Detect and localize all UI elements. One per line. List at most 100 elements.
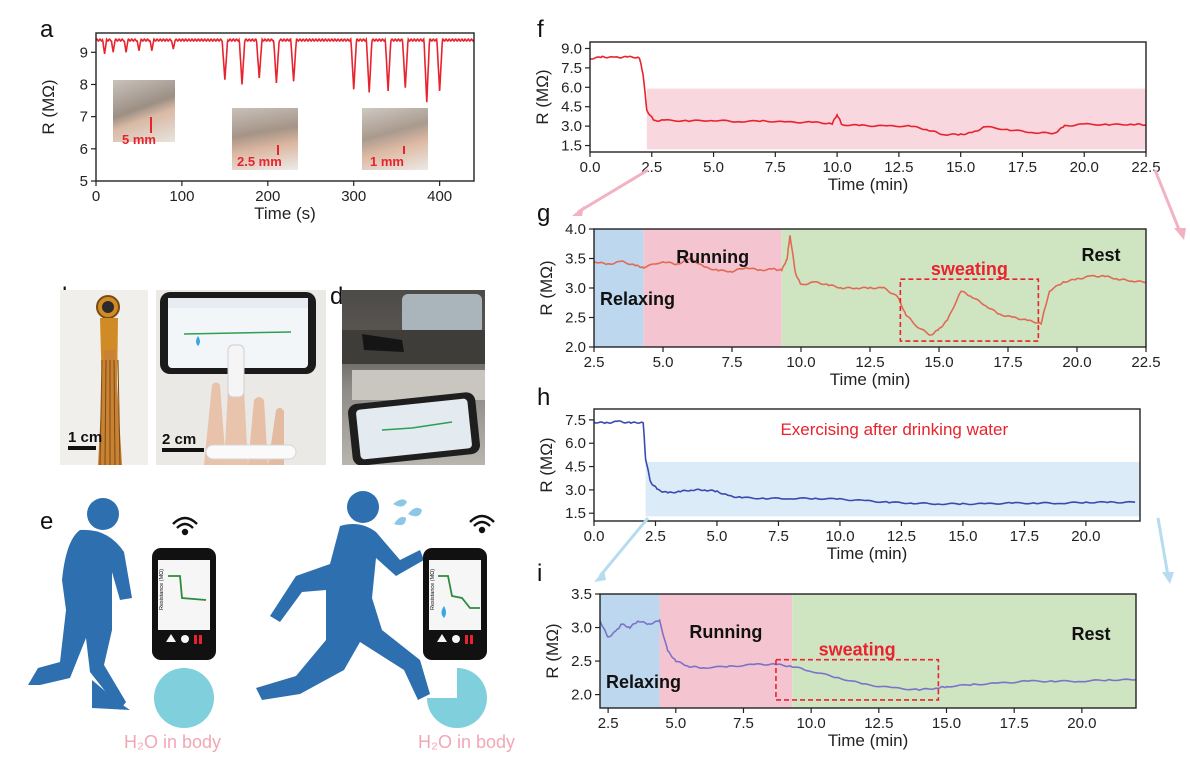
y-tick-label: 5	[80, 173, 88, 190]
y-tick-label: 2.5	[565, 310, 586, 327]
x-tick-label: 100	[169, 188, 194, 205]
panel-letter-i: i	[537, 560, 543, 587]
x-tick-label: 15.0	[924, 354, 953, 371]
phase-region	[659, 594, 793, 708]
y-tick-label: 9.0	[561, 40, 582, 57]
data-series-line	[593, 420, 1136, 506]
panel-letter-a: a	[40, 16, 54, 43]
x-tick-label: 10.0	[823, 159, 852, 176]
runner-icon	[256, 491, 430, 700]
y-tick-label: 2.5	[571, 653, 592, 670]
x-tick-label: 20.0	[1070, 159, 1099, 176]
wifi-icon	[469, 514, 495, 534]
x-tick-label: 22.5	[1131, 354, 1160, 371]
phone-right: Resistance (MΩ)	[423, 548, 487, 660]
flexible-sensor-drawing: 1 cm	[68, 295, 122, 465]
x-tick-label: 200	[255, 188, 280, 205]
x-tick-label: 0	[92, 188, 100, 205]
x-tick-label: 5.0	[707, 528, 728, 545]
y-tick-label: 3.0	[565, 482, 586, 499]
sweating-box	[899, 278, 1040, 342]
region-label-relaxing: Relaxing	[606, 672, 681, 692]
y-tick-label: 4.5	[561, 99, 582, 116]
y-tick-label: 6.0	[565, 435, 586, 452]
water-level-full	[154, 668, 214, 728]
zoom-highlight-region	[646, 88, 1146, 150]
y-tick-label: 7	[80, 109, 88, 126]
y-tick-label: 6	[80, 141, 88, 158]
x-tick-label: 20.0	[1067, 715, 1096, 732]
arrow-icon	[277, 145, 279, 155]
x-tick-label: 17.5	[1008, 159, 1037, 176]
region-label-running: Running	[689, 622, 762, 642]
x-axis-label: Time (min)	[827, 544, 908, 563]
y-axis-label: R (MΩ)	[537, 260, 556, 315]
y-tick-label: 3.0	[571, 620, 592, 637]
x-tick-label: 400	[427, 188, 452, 205]
panel-letter-e: e	[40, 508, 54, 535]
x-tick-label: 10.0	[825, 528, 854, 545]
runner-icon	[28, 498, 132, 710]
chart-a: 0 100 200 300 400 5 6 7 8 9 Time (s) R (MΩ)	[39, 32, 475, 223]
x-tick-label: 10.0	[797, 715, 826, 732]
y-tick-label: 1.5	[561, 138, 582, 155]
x-axis-label: Time (s)	[254, 204, 316, 223]
x-tick-label: 15.0	[932, 715, 961, 732]
chart-g: 2.5 5.0 7.5 10.0 12.5 15.0 17.5 20.0 22.52.02.53…	[537, 221, 1161, 389]
annotation-sweating: sweating	[931, 259, 1008, 279]
y-tick-label: 3.0	[561, 118, 582, 135]
hand-phone-drawing: 2 cm	[160, 292, 316, 465]
x-tick-label: 10.0	[786, 354, 815, 371]
phase-region	[600, 594, 660, 708]
y-tick-label: 1.5	[565, 505, 586, 522]
distance-label-1mm: 1 mm	[370, 154, 404, 169]
plot-frame	[593, 408, 1141, 522]
phone-axis-label: Resistance (MΩ)	[159, 569, 165, 610]
x-axis-label: Time (min)	[830, 370, 911, 389]
h2o-caption-left: H₂O in body	[124, 732, 221, 752]
y-tick-label: 4.5	[565, 459, 586, 476]
water-drop-icon	[393, 499, 422, 526]
x-tick-label: 20.0	[1071, 528, 1100, 545]
h2o-caption-right: H₂O in body	[418, 732, 515, 752]
wifi-icon	[172, 516, 198, 536]
distance-label-2-5mm: 2.5 mm	[237, 154, 282, 169]
x-tick-label: 15.0	[946, 159, 975, 176]
y-tick-label: 8	[80, 76, 88, 93]
scale-bar-label-c: 2 cm	[162, 431, 196, 448]
x-tick-label: 0.0	[584, 528, 605, 545]
y-tick-label: 2.0	[565, 339, 586, 356]
treadmill-phone-photo	[342, 290, 485, 465]
data-series-line	[599, 618, 1137, 692]
y-tick-label: 6.0	[561, 79, 582, 96]
x-tick-label: 2.5	[645, 528, 666, 545]
y-axis-label: R (MΩ)	[39, 79, 58, 134]
data-series-line	[95, 36, 475, 103]
region-label-relaxing: Relaxing	[600, 289, 675, 309]
x-tick-label: 5.0	[665, 715, 686, 732]
chart-f: 0.0 2.5 5.0 7.5 10.0 12.5 15.0 17.5 20.0 22.51.53…	[533, 40, 1161, 194]
x-tick-label: 12.5	[855, 354, 884, 371]
zoom-highlight-region	[645, 461, 1140, 517]
x-tick-label: 300	[341, 188, 366, 205]
x-axis-label: Time (min)	[828, 175, 909, 194]
annotation-rest: Rest	[1071, 624, 1110, 644]
distance-label-5mm: 5 mm	[122, 132, 156, 147]
plot-frame	[589, 41, 1147, 153]
x-tick-label: 7.5	[733, 715, 754, 732]
water-level-partial	[427, 668, 487, 728]
chart-h: 0.0 2.5 5.0 7.5 10.0 12.5 15.0 17.5 20.0 1.5 3.0 4.…	[537, 408, 1141, 563]
x-tick-label: 7.5	[768, 528, 789, 545]
y-tick-label: 9	[80, 44, 88, 61]
scale-bar-label-b: 1 cm	[68, 429, 102, 446]
data-series-line	[589, 55, 1147, 136]
zoom-connector-hi	[594, 517, 1174, 584]
y-tick-label: 2.0	[571, 687, 592, 704]
y-axis-label: R (MΩ)	[543, 623, 562, 678]
finger-photo-inset-1	[113, 80, 175, 142]
x-tick-label: 2.5	[584, 354, 605, 371]
x-tick-label: 17.5	[1000, 715, 1029, 732]
y-tick-label: 4.0	[565, 221, 586, 238]
phase-region	[792, 594, 1136, 708]
phone-axis-label: Resistance (MΩ)	[430, 569, 436, 610]
